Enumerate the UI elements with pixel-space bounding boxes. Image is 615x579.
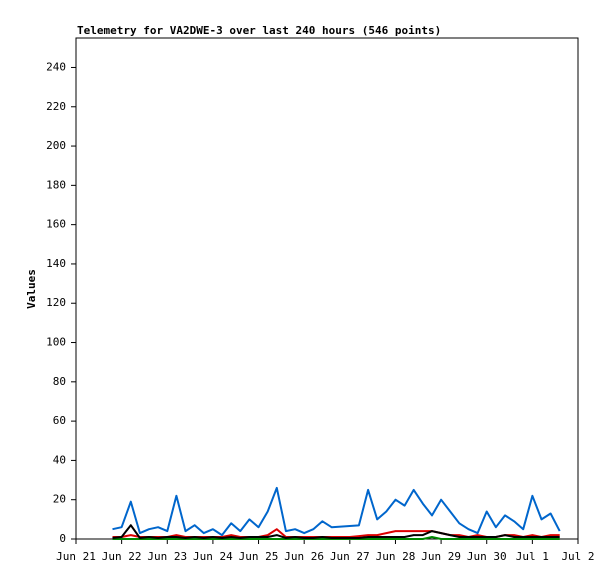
- x-tick-label: Jun 29: [421, 550, 461, 563]
- x-tick-label: Jun 28: [376, 550, 416, 563]
- y-tick-label: 220: [46, 100, 66, 113]
- x-tick-label: Jul 1: [516, 550, 549, 563]
- x-tick-label: Jun 30: [467, 550, 507, 563]
- y-tick-label: 140: [46, 257, 66, 270]
- series-line: [112, 486, 561, 537]
- chart-title: Telemetry for VA2DWE-3 over last 240 hou…: [77, 24, 441, 37]
- y-tick-label: 80: [53, 375, 66, 388]
- x-tick-label: Jul 2: [561, 550, 594, 563]
- y-axis-label: Values: [25, 269, 38, 309]
- y-tick-label: 180: [46, 178, 66, 191]
- y-tick-label: 100: [46, 336, 66, 349]
- y-tick-label: 40: [53, 453, 66, 466]
- x-tick-label: Jun 21: [56, 550, 96, 563]
- y-tick-label: 60: [53, 414, 66, 427]
- y-tick-label: 240: [46, 60, 66, 73]
- y-tick-label: 0: [59, 532, 66, 545]
- y-tick-label: 120: [46, 296, 66, 309]
- x-tick-label: Jun 27: [330, 550, 370, 563]
- series-line: [112, 524, 560, 539]
- y-tick-label: 200: [46, 139, 66, 152]
- x-tick-label: Jun 25: [239, 550, 279, 563]
- y-tick-label: 20: [53, 493, 66, 506]
- x-tick-label: Jun 26: [284, 550, 324, 563]
- x-tick-label: Jun 22: [102, 550, 142, 563]
- x-tick-label: Jun 24: [193, 550, 233, 563]
- x-tick-label: Jun 23: [147, 550, 187, 563]
- y-tick-label: 160: [46, 218, 66, 231]
